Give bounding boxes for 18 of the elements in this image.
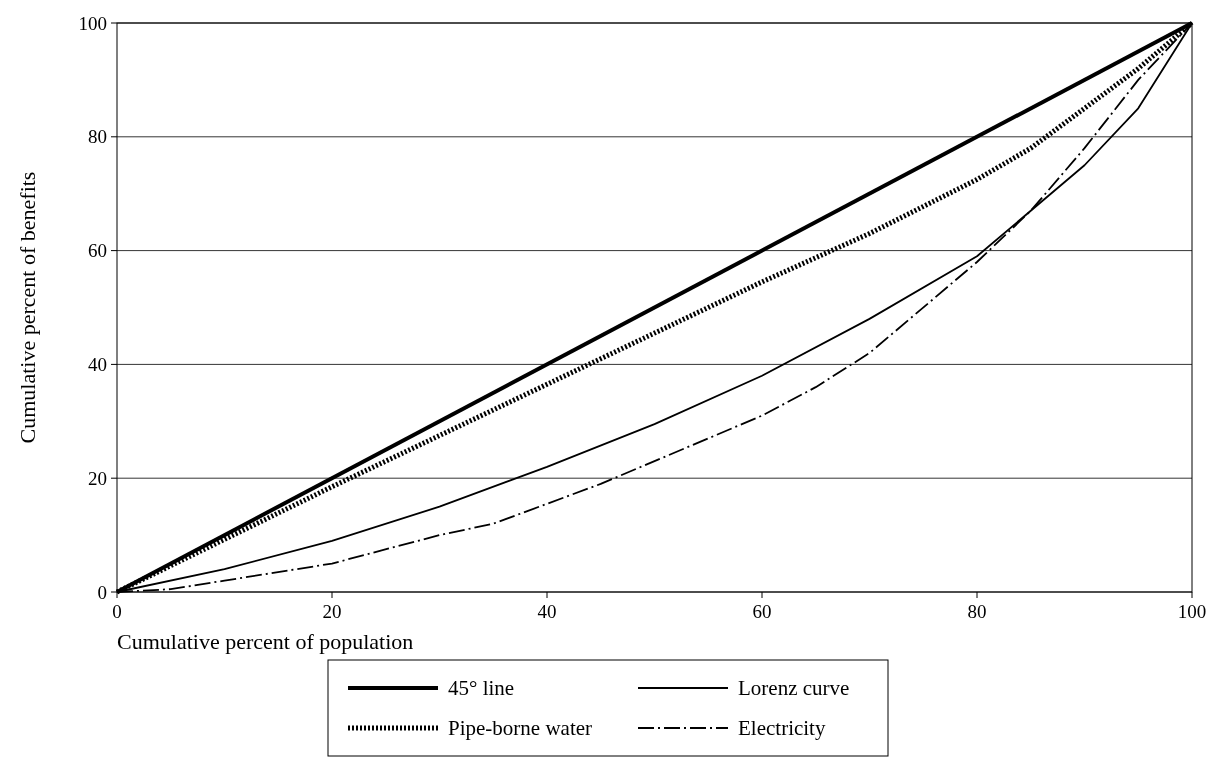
- x-axis-title: Cumulative percent of population: [117, 629, 414, 654]
- x-tick-label: 80: [967, 601, 987, 622]
- x-tick-label: 40: [537, 601, 557, 622]
- y-tick-label: 100: [78, 12, 107, 34]
- y-tick-label: 0: [97, 581, 107, 603]
- x-tick-label: 0: [112, 601, 122, 622]
- legend-label: Electricity: [738, 716, 826, 741]
- y-tick-label: 40: [88, 354, 107, 376]
- x-tick-label: 100: [1177, 601, 1207, 622]
- y-tick-label: 20: [88, 467, 107, 489]
- legend-label: 45° line: [448, 676, 515, 701]
- legend-label: Lorenz curve: [738, 676, 850, 701]
- y-tick-label: 60: [88, 240, 107, 262]
- legend-label: Pipe-borne water: [448, 716, 593, 741]
- y-tick-label: 80: [88, 126, 107, 148]
- x-tick-label: 20: [322, 601, 342, 622]
- x-tick-label: 60: [752, 601, 772, 622]
- y-axis-title: Cumulative percent of benefits: [15, 171, 40, 444]
